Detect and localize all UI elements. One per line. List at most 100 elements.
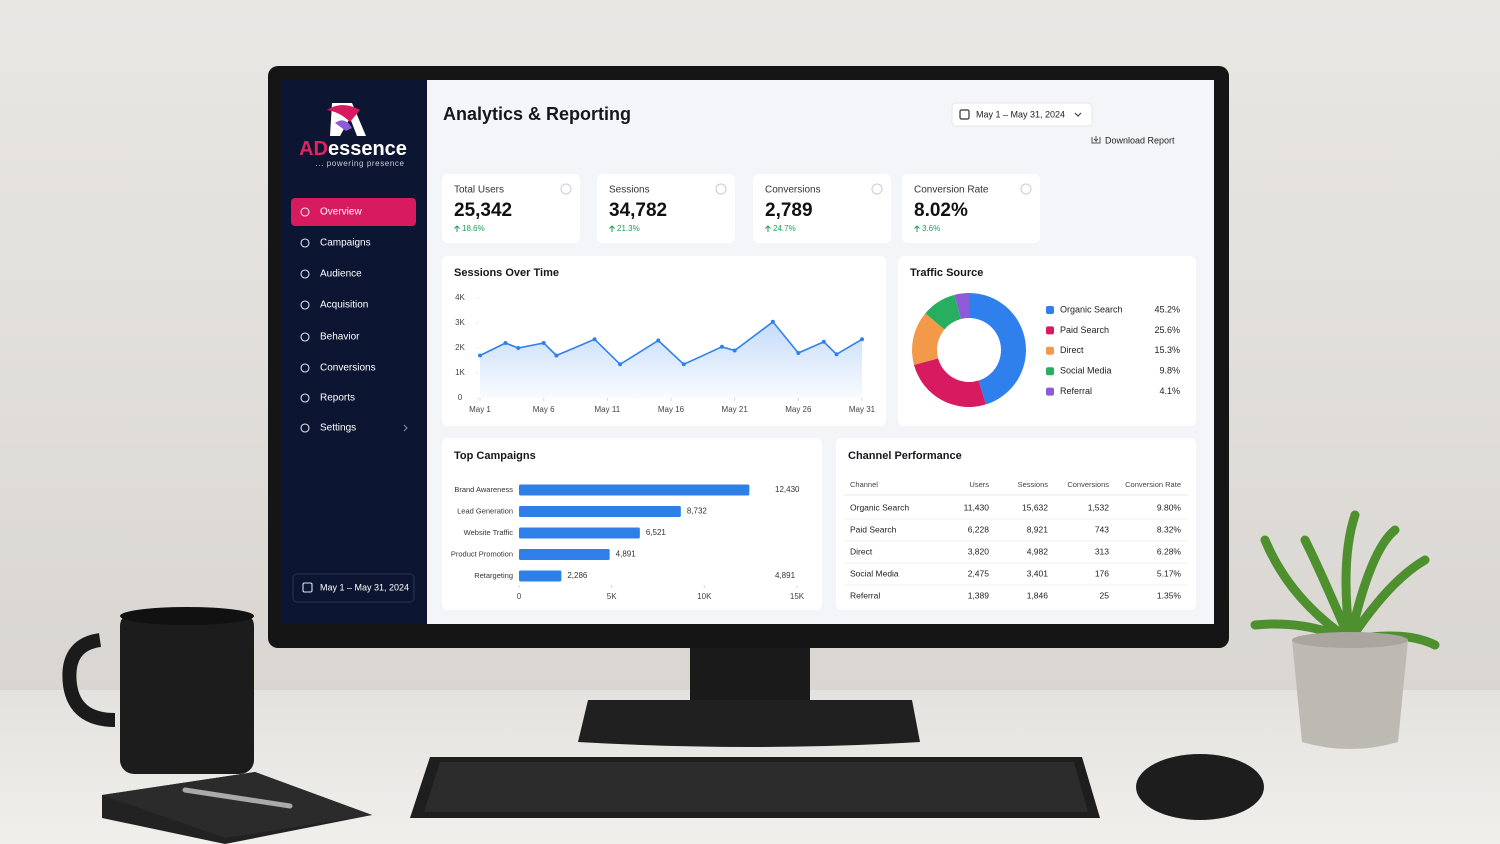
table-cell: 3,820 bbox=[968, 546, 990, 556]
legend-value: 45.2% bbox=[1154, 304, 1180, 314]
calendar-icon bbox=[302, 582, 313, 593]
x-tick-label: May 1 bbox=[469, 405, 491, 414]
table-cell: 1.35% bbox=[1157, 590, 1182, 600]
menu-item[interactable]: Audience bbox=[320, 269, 362, 280]
up-arrow bbox=[454, 225, 460, 232]
y-tick-label: 4K bbox=[455, 293, 465, 302]
kpi-label: Total Users bbox=[454, 185, 504, 196]
table-cell: Social Media bbox=[850, 568, 899, 578]
bar-value-label: 8,732 bbox=[687, 507, 708, 516]
menu-icon bbox=[300, 363, 310, 373]
chevron-down bbox=[1074, 112, 1082, 117]
annotation: 4,891 bbox=[775, 571, 796, 580]
y-tick-label: 2K bbox=[455, 343, 465, 352]
point bbox=[478, 353, 482, 358]
kpi-value: 34,782 bbox=[609, 200, 667, 221]
bar-value-label: 2,286 bbox=[567, 571, 588, 580]
chevron-right bbox=[403, 424, 408, 432]
kpi-card bbox=[902, 174, 1040, 243]
y-tick-label: 0 bbox=[458, 393, 463, 402]
kpi-value: 8.02% bbox=[914, 200, 968, 221]
bar bbox=[519, 484, 750, 496]
legend-swatch bbox=[1046, 306, 1054, 314]
chart-title: Top Campaigns bbox=[454, 450, 536, 462]
bar bbox=[519, 527, 640, 539]
up-arrow bbox=[609, 225, 615, 232]
bar bbox=[519, 570, 562, 582]
donut-slice bbox=[912, 313, 945, 365]
bar-category: Brand Awareness bbox=[454, 485, 513, 494]
table-cell: 25 bbox=[1100, 590, 1110, 600]
sidebar-date-box bbox=[292, 573, 415, 603]
table-cell: Referral bbox=[850, 590, 880, 600]
table-cell: 313 bbox=[1095, 546, 1109, 556]
donut-slice bbox=[969, 293, 1027, 405]
donut-slice bbox=[925, 294, 961, 330]
bar bbox=[519, 549, 610, 560]
menu-item[interactable]: Acquisition bbox=[320, 300, 368, 311]
menu-item[interactable]: Campaigns bbox=[320, 238, 371, 249]
bar bbox=[519, 506, 681, 517]
kpi-change: 3.6% bbox=[922, 224, 940, 233]
bar-value-label: 4,891 bbox=[616, 550, 637, 559]
up-arrow bbox=[765, 225, 771, 232]
kpi-label: Conversions bbox=[765, 185, 821, 196]
legend-label: Social Media bbox=[1060, 366, 1112, 376]
menu-icon bbox=[300, 423, 310, 433]
menu-item[interactable]: Overview bbox=[320, 207, 362, 218]
card bbox=[442, 438, 822, 610]
point bbox=[732, 348, 737, 353]
point bbox=[656, 338, 661, 343]
table-header: Users bbox=[969, 480, 989, 489]
menu-item[interactable]: Behavior bbox=[320, 332, 360, 343]
legend-label: Referral bbox=[1060, 386, 1092, 396]
table-cell: Direct bbox=[850, 546, 873, 556]
page-title: Analytics & Reporting bbox=[443, 104, 631, 124]
sidebar-date: May 1 – May 31, 2024 bbox=[320, 582, 409, 592]
x-tick-label: 0 bbox=[517, 592, 522, 601]
card bbox=[836, 438, 1196, 610]
point bbox=[681, 362, 686, 367]
table-cell: 4,982 bbox=[1027, 546, 1049, 556]
table-cell: 3,401 bbox=[1027, 568, 1049, 578]
point bbox=[770, 319, 775, 324]
bar-category: Lead Generation bbox=[457, 506, 513, 515]
x-tick-label: May 16 bbox=[658, 405, 685, 414]
legend-value: 9.8% bbox=[1159, 366, 1180, 376]
date-picker[interactable] bbox=[951, 102, 1093, 127]
x-tick-label: 15K bbox=[790, 592, 805, 601]
x-tick-label: 5K bbox=[607, 592, 617, 601]
chart-title: Sessions Over Time bbox=[454, 267, 559, 279]
kpi-card bbox=[753, 174, 891, 243]
kpi-card bbox=[442, 174, 580, 243]
x-tick-label: May 26 bbox=[785, 405, 812, 414]
download-icon bbox=[1091, 136, 1101, 144]
point bbox=[618, 362, 623, 367]
bar-category: Retargeting bbox=[474, 571, 513, 580]
area bbox=[480, 321, 862, 398]
table-cell: 11,430 bbox=[964, 502, 990, 512]
x-tick-label: May 6 bbox=[533, 405, 555, 414]
kpi-icon bbox=[715, 183, 727, 195]
kpi-icon bbox=[1020, 183, 1032, 195]
menu-icon bbox=[300, 332, 310, 342]
table-header: Conversions bbox=[1067, 480, 1109, 489]
table-cell: 15,632 bbox=[1022, 502, 1048, 512]
menu-active bbox=[291, 198, 416, 226]
menu-item[interactable]: Conversions bbox=[320, 363, 376, 374]
menu-item[interactable]: Reports bbox=[320, 393, 355, 404]
table-cell: Paid Search bbox=[850, 524, 897, 534]
legend-value: 15.3% bbox=[1154, 345, 1180, 355]
menu-icon bbox=[300, 207, 310, 217]
logo-mark bbox=[327, 103, 366, 136]
donut-slice bbox=[954, 292, 969, 320]
table-title: Channel Performance bbox=[848, 450, 962, 462]
chart-title: Traffic Source bbox=[910, 267, 983, 279]
table-header: Channel bbox=[850, 480, 878, 489]
bar-category: Website Traffic bbox=[464, 528, 514, 537]
notebook bbox=[102, 772, 372, 844]
menu-item[interactable]: Settings bbox=[320, 423, 356, 434]
bar-value-label: 12,430 bbox=[775, 485, 800, 494]
download-report[interactable]: Download Report bbox=[1105, 135, 1175, 145]
